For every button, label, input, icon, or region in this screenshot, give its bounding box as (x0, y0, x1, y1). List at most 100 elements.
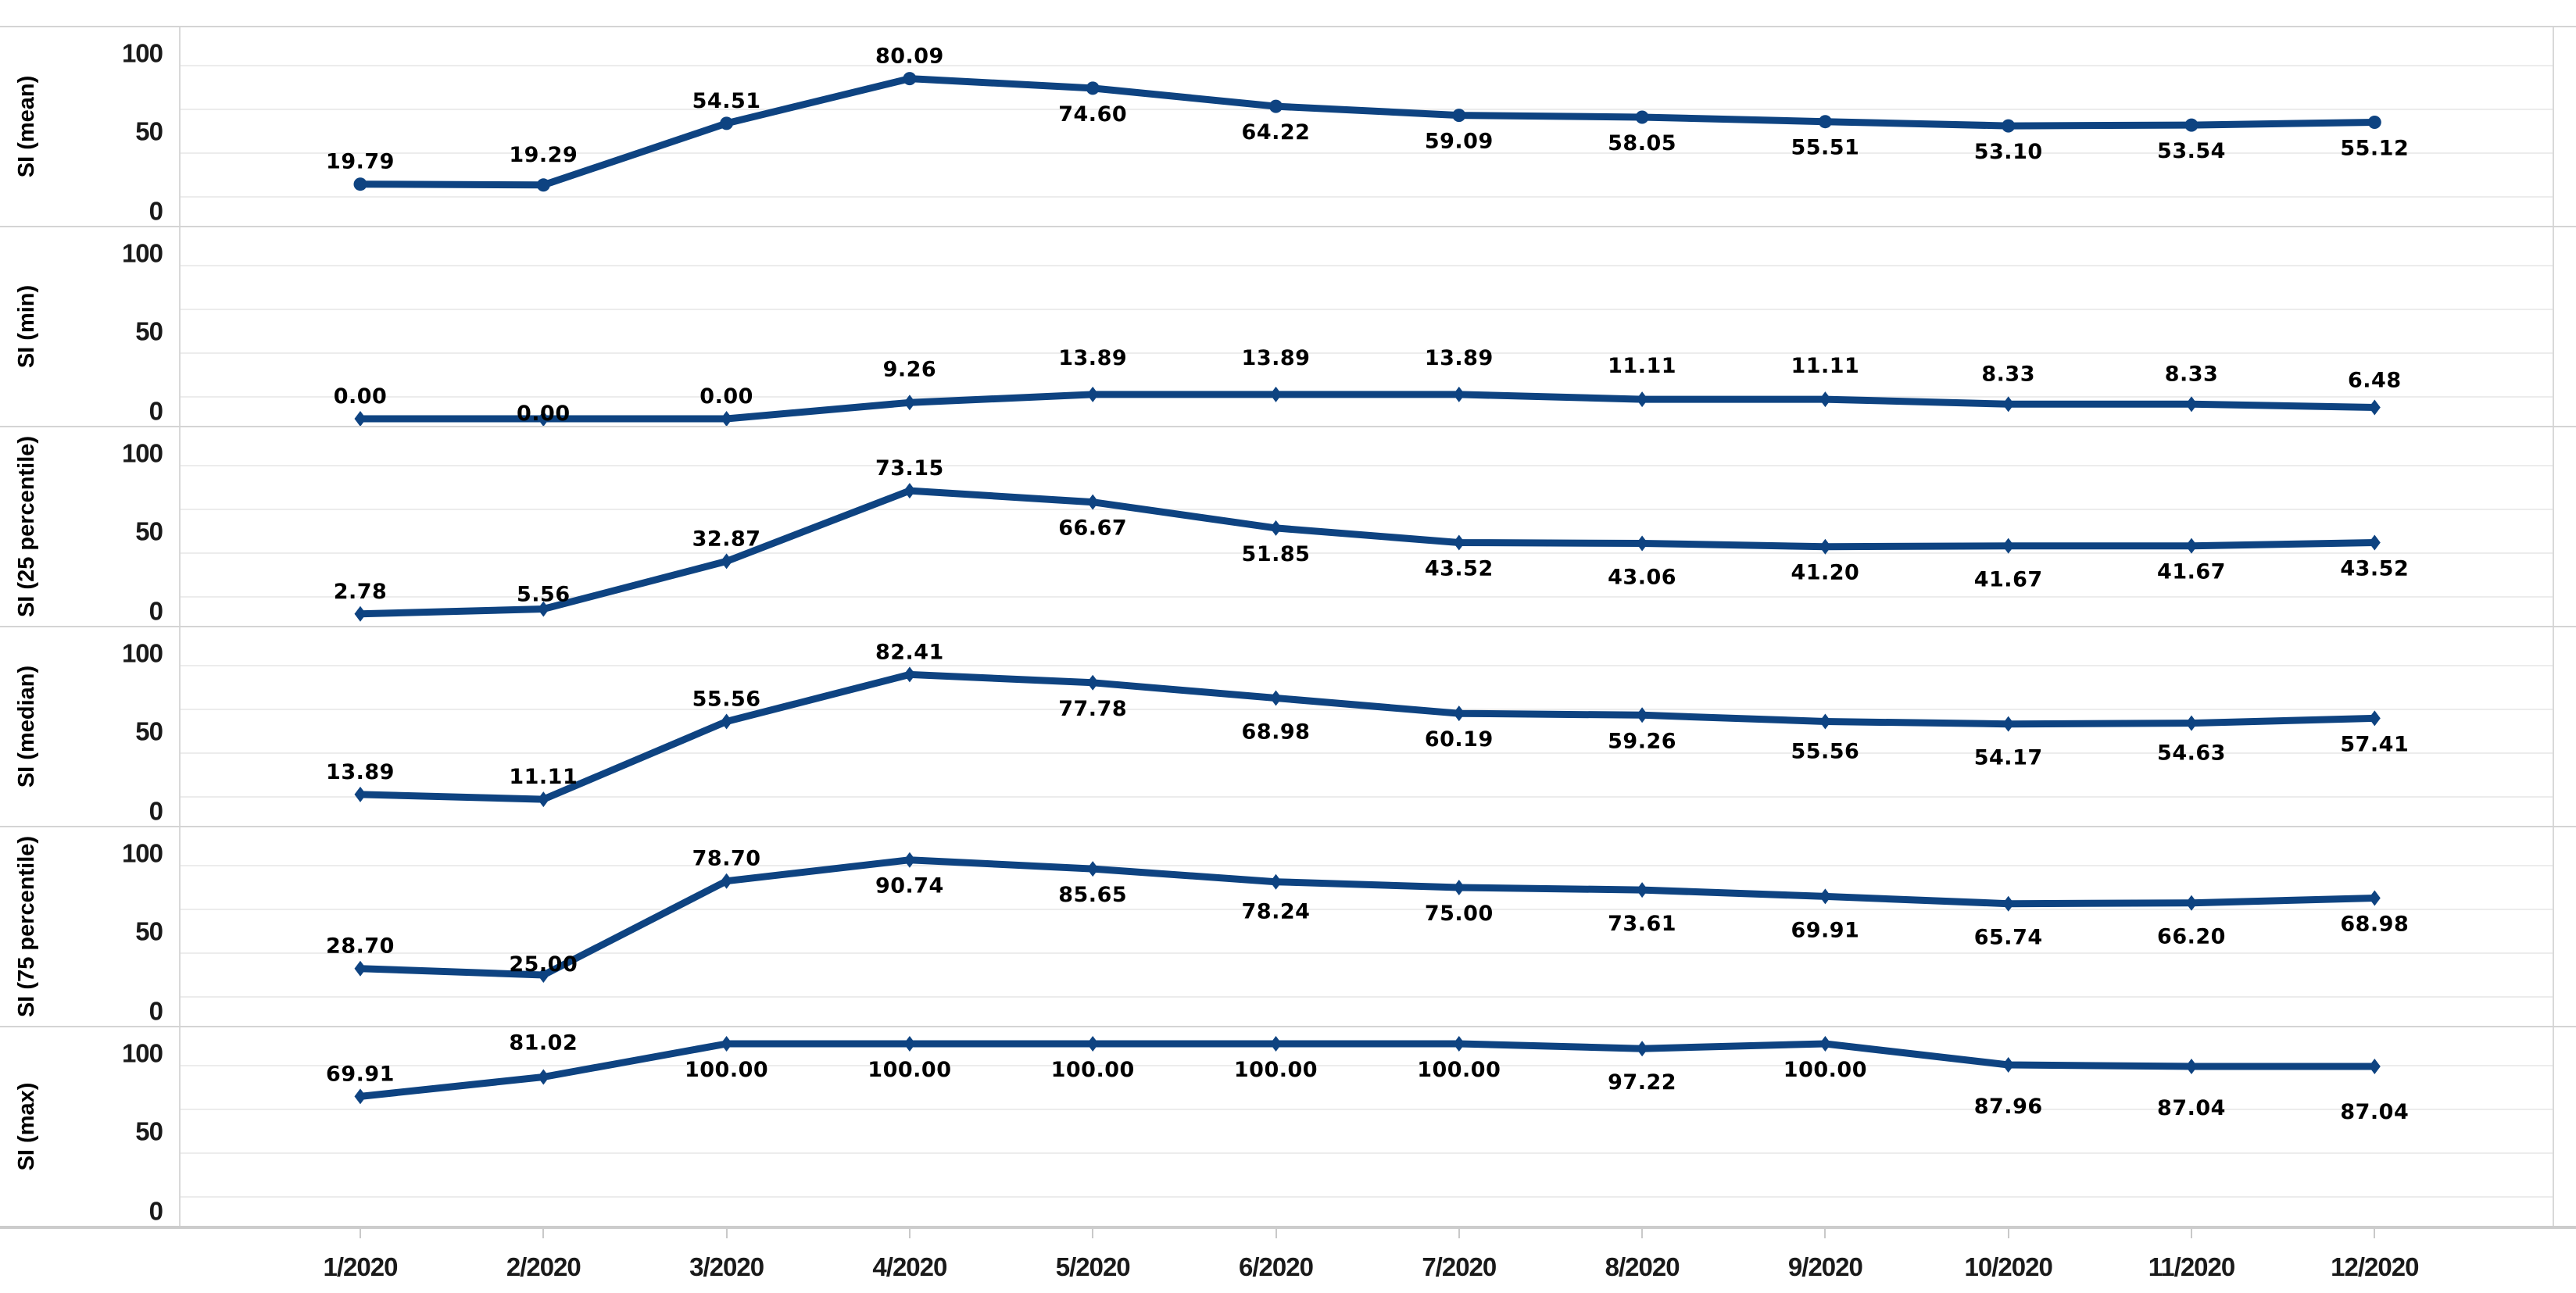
data-label: 51.85 (1242, 542, 1311, 566)
data-label: 57.41 (2340, 732, 2409, 756)
data-point-marker (1452, 109, 1466, 123)
data-label: 6.48 (2348, 369, 2402, 393)
data-label: 87.04 (2157, 1096, 2226, 1120)
data-point-marker (2185, 715, 2198, 731)
data-label: 11.11 (1608, 354, 1676, 378)
data-label: 43.06 (1608, 566, 1676, 590)
data-point-marker (353, 177, 367, 191)
data-label: 41.67 (1974, 568, 2043, 592)
data-label: 68.98 (2340, 913, 2409, 937)
series-line (356, 1040, 2378, 1100)
panel-si-25-percentile: 100 50 0 SI (25 percentile) 2.78 5.56 32.87 73.… (0, 426, 2576, 626)
data-label: 54.63 (2157, 741, 2226, 766)
x-tick-label: 2/2020 (506, 1252, 581, 1281)
data-point-marker (1086, 494, 1099, 510)
data-point-marker (2184, 118, 2199, 132)
x-tick-label: 5/2020 (1055, 1252, 1131, 1281)
data-label: 64.22 (1242, 120, 1311, 145)
data-point-marker (1819, 713, 1831, 730)
data-point-marker (1453, 386, 1465, 402)
data-label: 8.33 (2165, 362, 2219, 386)
data-label: 43.52 (1425, 557, 1494, 581)
data-point-marker (354, 411, 367, 426)
data-label: 100.00 (868, 1058, 951, 1082)
data-point-marker (1086, 861, 1099, 877)
y-tick-label: 100 (122, 439, 163, 468)
y-tick-label: 0 (149, 597, 163, 626)
data-label: 68.98 (1242, 720, 1311, 745)
data-label: 78.70 (692, 847, 761, 871)
x-tick-mark (1458, 1229, 1460, 1238)
data-point-marker (1636, 1041, 1648, 1057)
data-label: 55.12 (2340, 137, 2409, 161)
data-label: 58.05 (1608, 131, 1676, 155)
x-tick-mark (1824, 1229, 1826, 1238)
x-tick-label: 3/2020 (689, 1252, 764, 1281)
data-label: 53.10 (1974, 140, 2043, 164)
data-label: 60.19 (1425, 727, 1494, 752)
data-label: 13.89 (326, 760, 395, 784)
data-label: 54.17 (1974, 746, 2043, 770)
data-label: 66.20 (2157, 925, 2226, 949)
y-axis-title: SI (75 percentile) (14, 836, 39, 1017)
data-point-marker (1270, 690, 1282, 706)
data-label: 13.89 (1242, 346, 1311, 370)
data-label: 55.51 (1791, 136, 1859, 160)
data-point-marker (903, 483, 916, 499)
data-label: 41.20 (1791, 561, 1859, 585)
data-label: 54.51 (692, 89, 761, 113)
data-label: 78.24 (1242, 900, 1311, 924)
y-tick-label: 50 (135, 917, 163, 946)
x-tick-label: 10/2020 (1964, 1252, 2053, 1281)
x-tick-label: 1/2020 (323, 1252, 399, 1281)
data-point-marker (1636, 882, 1648, 898)
series-line (356, 487, 2378, 618)
y-tick-label: 100 (122, 39, 163, 68)
series-line (356, 856, 2378, 979)
data-label: 0.00 (334, 384, 388, 409)
y-tick-label: 100 (122, 239, 163, 268)
x-tick-mark (1641, 1229, 1644, 1238)
data-point-marker (1453, 880, 1465, 895)
x-tick-mark (1092, 1229, 1094, 1238)
data-point-marker (2368, 399, 2381, 416)
data-label: 13.89 (1058, 346, 1127, 370)
y-tick-label: 0 (149, 197, 163, 226)
data-point-marker (1453, 705, 1465, 722)
x-tick-mark (360, 1229, 361, 1238)
data-point-marker (2367, 116, 2381, 129)
panel-si-mean: 100 50 0 SI (mean) 19.79 19.29 54.51 80.09 74.60… (0, 26, 2576, 226)
panel-plot-si-max: 100 50 0 SI (max) 69.91 81.02 100.00 100.00 100.… (14, 1027, 2554, 1226)
data-point-marker (903, 1036, 916, 1052)
y-tick-label: 50 (135, 117, 163, 146)
data-label: 5.56 (517, 583, 571, 607)
x-tick-mark (725, 1229, 728, 1238)
panel-plot-si-mean: 100 50 0 SI (mean) 19.79 19.29 54.51 80.09 74.60… (14, 27, 2554, 226)
y-axis-title: SI (25 percentile) (14, 436, 39, 617)
y-tick-label: 50 (135, 517, 163, 546)
y-axis-title: SI (min) (14, 285, 39, 368)
data-point-marker (537, 1069, 549, 1085)
data-label: 41.67 (2157, 560, 2226, 584)
panels-container: 100 50 0 SI (mean) 19.79 19.29 54.51 80.09 74.60… (0, 26, 2576, 1226)
data-point-marker (1270, 386, 1282, 402)
panel-si-max: 100 50 0 SI (max) 69.91 81.02 100.00 100.00 100.… (0, 1026, 2576, 1226)
panel-plot-si-75-percentile: 100 50 0 SI (75 percentile) 28.70 25.00 78.70 9… (14, 827, 2554, 1026)
panel-plot-si-25-percentile: 100 50 0 SI (25 percentile) 2.78 5.56 32.87 73.… (14, 427, 2554, 626)
x-axis: 1/2020 2/2020 3/2020 4/2020 5/2020 6/2020 7/20… (0, 1226, 2576, 1293)
series-line (356, 391, 2378, 423)
data-point-marker (1270, 873, 1282, 890)
x-tick-label: 11/2020 (2148, 1252, 2235, 1281)
data-label: 100.00 (1417, 1058, 1501, 1082)
data-label: 100.00 (1234, 1058, 1318, 1082)
data-label: 77.78 (1058, 697, 1127, 721)
data-point-marker (720, 116, 734, 130)
data-label: 74.60 (1058, 102, 1127, 127)
data-label: 28.70 (326, 934, 395, 959)
panel-si-median: 100 50 0 SI (median) 13.89 11.11 55.56 82.41 77.… (0, 626, 2576, 826)
data-point-marker (1636, 707, 1648, 723)
y-tick-label: 0 (149, 797, 163, 826)
x-tick-label: 9/2020 (1787, 1252, 1863, 1281)
data-label: 8.33 (1981, 362, 2035, 386)
x-tick-label: 4/2020 (872, 1252, 947, 1281)
